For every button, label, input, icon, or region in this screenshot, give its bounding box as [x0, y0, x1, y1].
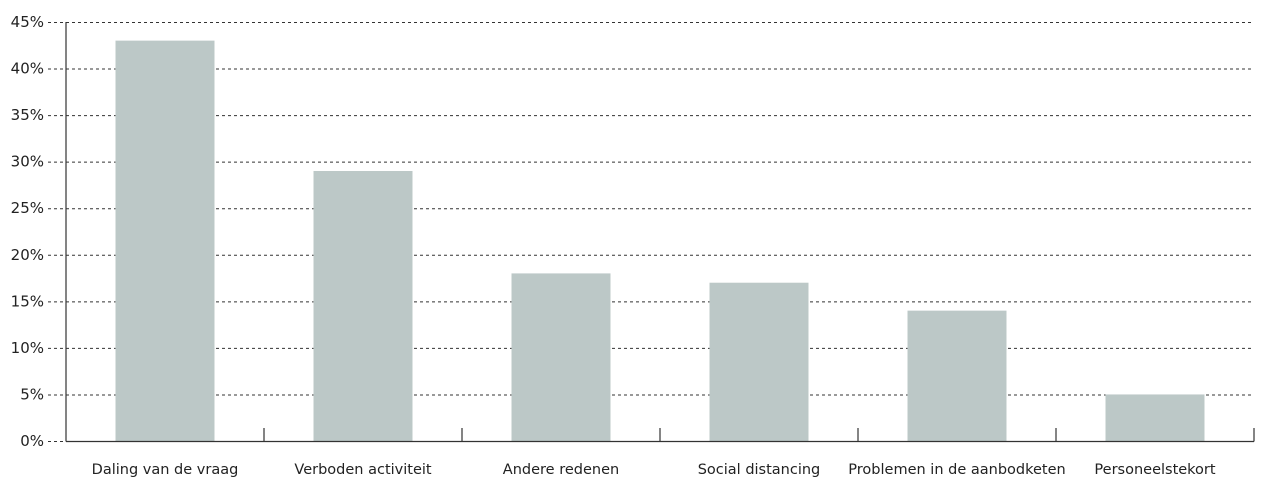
y-tick-label: 25% — [11, 199, 44, 217]
y-tick-label: 40% — [11, 60, 44, 78]
bar — [511, 273, 611, 441]
x-tick-label: Daling van de vraag — [92, 462, 239, 478]
bar — [313, 170, 413, 441]
x-tick-label: Andere redenen — [503, 462, 619, 478]
bar — [1105, 394, 1205, 441]
y-tick-label: 30% — [11, 153, 44, 171]
x-tick-label: Social distancing — [698, 462, 821, 478]
y-tick-label: 5% — [20, 385, 44, 403]
bar — [907, 310, 1007, 441]
x-tick-label: Verboden activiteit — [294, 462, 431, 478]
y-tick-labels: 0% 5% 10% 15% 20% 25% 30% 35% 40% 45% — [11, 13, 44, 450]
bars — [115, 40, 1205, 441]
y-tick-label: 10% — [11, 339, 44, 357]
gridlines — [48, 22, 1254, 442]
y-tick-label: 15% — [11, 292, 44, 310]
x-tick-label: Personeelstekort — [1094, 462, 1215, 478]
bar — [115, 40, 215, 441]
x-tick-labels: Daling van de vraag Verboden activiteit An… — [92, 462, 1216, 478]
axes — [65, 22, 1255, 443]
y-tick-label: 20% — [11, 246, 44, 264]
y-tick-label: 0% — [20, 432, 44, 450]
y-tick-label: 45% — [11, 13, 44, 31]
y-tick-label: 35% — [11, 106, 44, 124]
bar — [709, 282, 809, 441]
x-tick-label: Problemen in de aanbodketen — [848, 462, 1065, 478]
